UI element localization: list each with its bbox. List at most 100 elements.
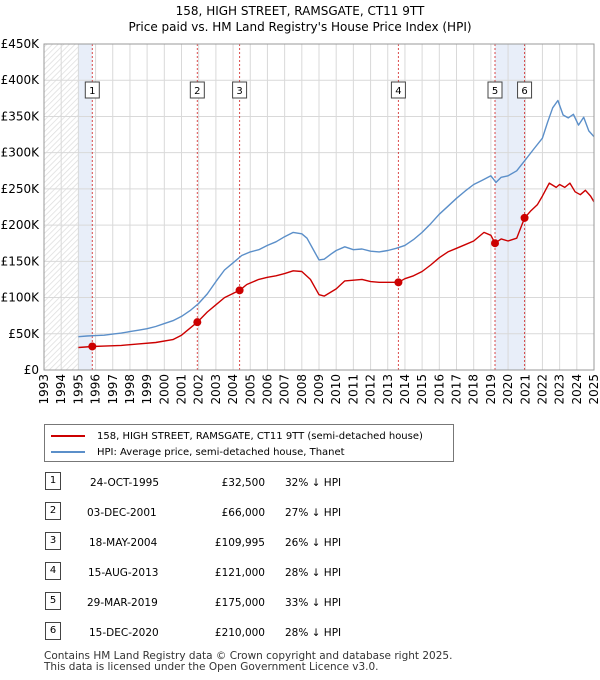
sale-date: 15-DEC-2020 xyxy=(89,627,159,639)
x-tick-label: 2018 xyxy=(467,374,481,405)
sale-row: 6 15-DEC-2020 £210,000 28% ↓ HPI xyxy=(0,620,600,646)
sale-number-badge: 6 xyxy=(45,622,61,640)
sale-marker-box xyxy=(390,81,406,99)
x-tick-label: 2006 xyxy=(260,374,274,405)
sale-row: 3 18-MAY-2004 £109,995 26% ↓ HPI xyxy=(0,530,600,556)
sale-price: £109,995 xyxy=(214,537,265,549)
x-tick-label: 2015 xyxy=(415,374,429,405)
y-tick-label: £350K xyxy=(1,109,41,123)
y-tick-label: £400K xyxy=(1,73,41,87)
chart-subtitle: Price paid vs. HM Land Registry's House … xyxy=(128,20,472,34)
y-tick-label: £100K xyxy=(1,291,41,305)
x-tick-label: 2009 xyxy=(312,374,326,405)
x-tick-label: 2020 xyxy=(501,374,515,405)
sale-date: 03-DEC-2001 xyxy=(87,507,157,519)
x-tick-label: 2011 xyxy=(346,374,360,405)
y-tick-label: £50K xyxy=(8,327,40,341)
y-tick-label: £0 xyxy=(24,363,39,377)
x-tick-label: 2019 xyxy=(484,374,498,405)
x-tick-label: 2005 xyxy=(243,374,257,405)
legend-item-property: 158, HIGH STREET, RAMSGATE, CT11 9TT (se… xyxy=(51,428,423,444)
sale-price: £121,000 xyxy=(214,567,265,579)
x-tick-label: 1999 xyxy=(140,374,154,405)
sale-number-badge: 2 xyxy=(45,502,61,520)
hpi-line xyxy=(78,99,595,338)
x-tick-label: 1998 xyxy=(123,374,137,405)
footer-license: This data is licensed under the Open Gov… xyxy=(44,661,379,673)
sale-number-badge: 1 xyxy=(45,472,61,490)
sale-marker-label: 1 xyxy=(89,86,95,97)
x-tick-label: 2001 xyxy=(175,374,189,405)
x-tick-label: 2004 xyxy=(226,374,240,405)
sale-marker-label: 6 xyxy=(521,86,527,97)
sale-point xyxy=(88,342,97,351)
chart-title: 158, HIGH STREET, RAMSGATE, CT11 9TT xyxy=(175,4,425,18)
legend-item-hpi: HPI: Average price, semi-detached house,… xyxy=(51,444,345,460)
x-tick-label: 1997 xyxy=(106,374,120,405)
x-tick-label: 2016 xyxy=(432,374,446,405)
sale-point xyxy=(520,213,529,222)
y-tick-label: £450K xyxy=(1,37,41,51)
x-tick-label: 1993 xyxy=(37,374,51,405)
x-tick-label: 2003 xyxy=(209,374,223,405)
sale-date: 15-AUG-2013 xyxy=(88,567,159,579)
footer-copyright: Contains HM Land Registry data © Crown c… xyxy=(44,650,453,662)
x-tick-label: 2023 xyxy=(553,374,567,405)
sale-hpi-diff: 26% ↓ HPI xyxy=(285,537,342,549)
footer: Contains HM Land Registry data © Crown c… xyxy=(44,651,452,673)
x-tick-label: 1996 xyxy=(89,374,103,405)
sale-hpi-diff: 28% ↓ HPI xyxy=(285,627,342,639)
legend-label-hpi: HPI: Average price, semi-detached house,… xyxy=(97,446,345,458)
sale-hpi-diff: 32% ↓ HPI xyxy=(285,477,342,489)
x-tick-label: 2024 xyxy=(570,374,584,405)
sale-point xyxy=(193,318,202,327)
sale-row: 1 24-OCT-1995 £32,500 32% ↓ HPI xyxy=(0,470,600,496)
x-tick-label: 2000 xyxy=(157,374,171,405)
sale-date: 18-MAY-2004 xyxy=(89,537,158,549)
sale-number-badge: 3 xyxy=(45,532,61,550)
sale-price: £175,000 xyxy=(214,597,265,609)
y-tick-label: £150K xyxy=(1,254,41,268)
x-tick-label: 2014 xyxy=(398,374,412,405)
sale-marker-box xyxy=(189,81,205,99)
x-tick-label: 2012 xyxy=(364,374,378,405)
sale-date: 29-MAR-2019 xyxy=(87,597,158,609)
sale-row: 4 15-AUG-2013 £121,000 28% ↓ HPI xyxy=(0,560,600,586)
legend-label-property: 158, HIGH STREET, RAMSGATE, CT11 9TT (se… xyxy=(97,430,423,442)
legend: 158, HIGH STREET, RAMSGATE, CT11 9TT (se… xyxy=(44,424,454,462)
sale-point xyxy=(235,286,244,295)
plot-frame xyxy=(43,43,595,371)
price-chart: £0 £50K £100K £150K £200K £250K £300K £350K £400… xyxy=(1,37,600,405)
x-tick-label: 2025 xyxy=(587,374,600,405)
sale-hpi-diff: 27% ↓ HPI xyxy=(285,507,342,519)
sale-marker-label: 3 xyxy=(236,86,242,97)
legend-swatch-hpi xyxy=(51,451,85,453)
x-tick-label: 2021 xyxy=(518,374,532,405)
sale-marker-box xyxy=(487,81,503,99)
x-tick-label: 2013 xyxy=(381,374,395,405)
legend-swatch-property xyxy=(51,435,85,437)
x-tick-label: 2002 xyxy=(192,374,206,405)
sale-price: £32,500 xyxy=(221,477,265,489)
sale-marker-box xyxy=(232,81,248,99)
sale-price: £66,000 xyxy=(221,507,265,519)
sale-marker-label: 4 xyxy=(395,86,401,97)
sale-point xyxy=(394,278,403,287)
y-tick-label: £300K xyxy=(1,146,41,160)
sale-hpi-diff: 28% ↓ HPI xyxy=(285,567,342,579)
y-tick-label: £250K xyxy=(1,182,41,196)
sale-marker-box xyxy=(84,81,100,99)
sale-number-badge: 4 xyxy=(45,562,61,580)
x-tick-label: 2010 xyxy=(329,374,343,405)
x-tick-label: 2022 xyxy=(535,374,549,405)
x-tick-label: 2008 xyxy=(295,374,309,405)
x-tick-label: 2007 xyxy=(278,374,292,405)
sale-hpi-diff: 33% ↓ HPI xyxy=(285,597,342,609)
highlight-span xyxy=(78,44,93,370)
x-tick-label: 2017 xyxy=(450,374,464,405)
sale-row: 5 29-MAR-2019 £175,000 33% ↓ HPI xyxy=(0,590,600,616)
x-tick-label: 1995 xyxy=(71,374,85,405)
sale-row: 2 03-DEC-2001 £66,000 27% ↓ HPI xyxy=(0,500,600,526)
y-tick-label: £200K xyxy=(1,218,41,232)
sale-marker-box xyxy=(517,81,533,99)
